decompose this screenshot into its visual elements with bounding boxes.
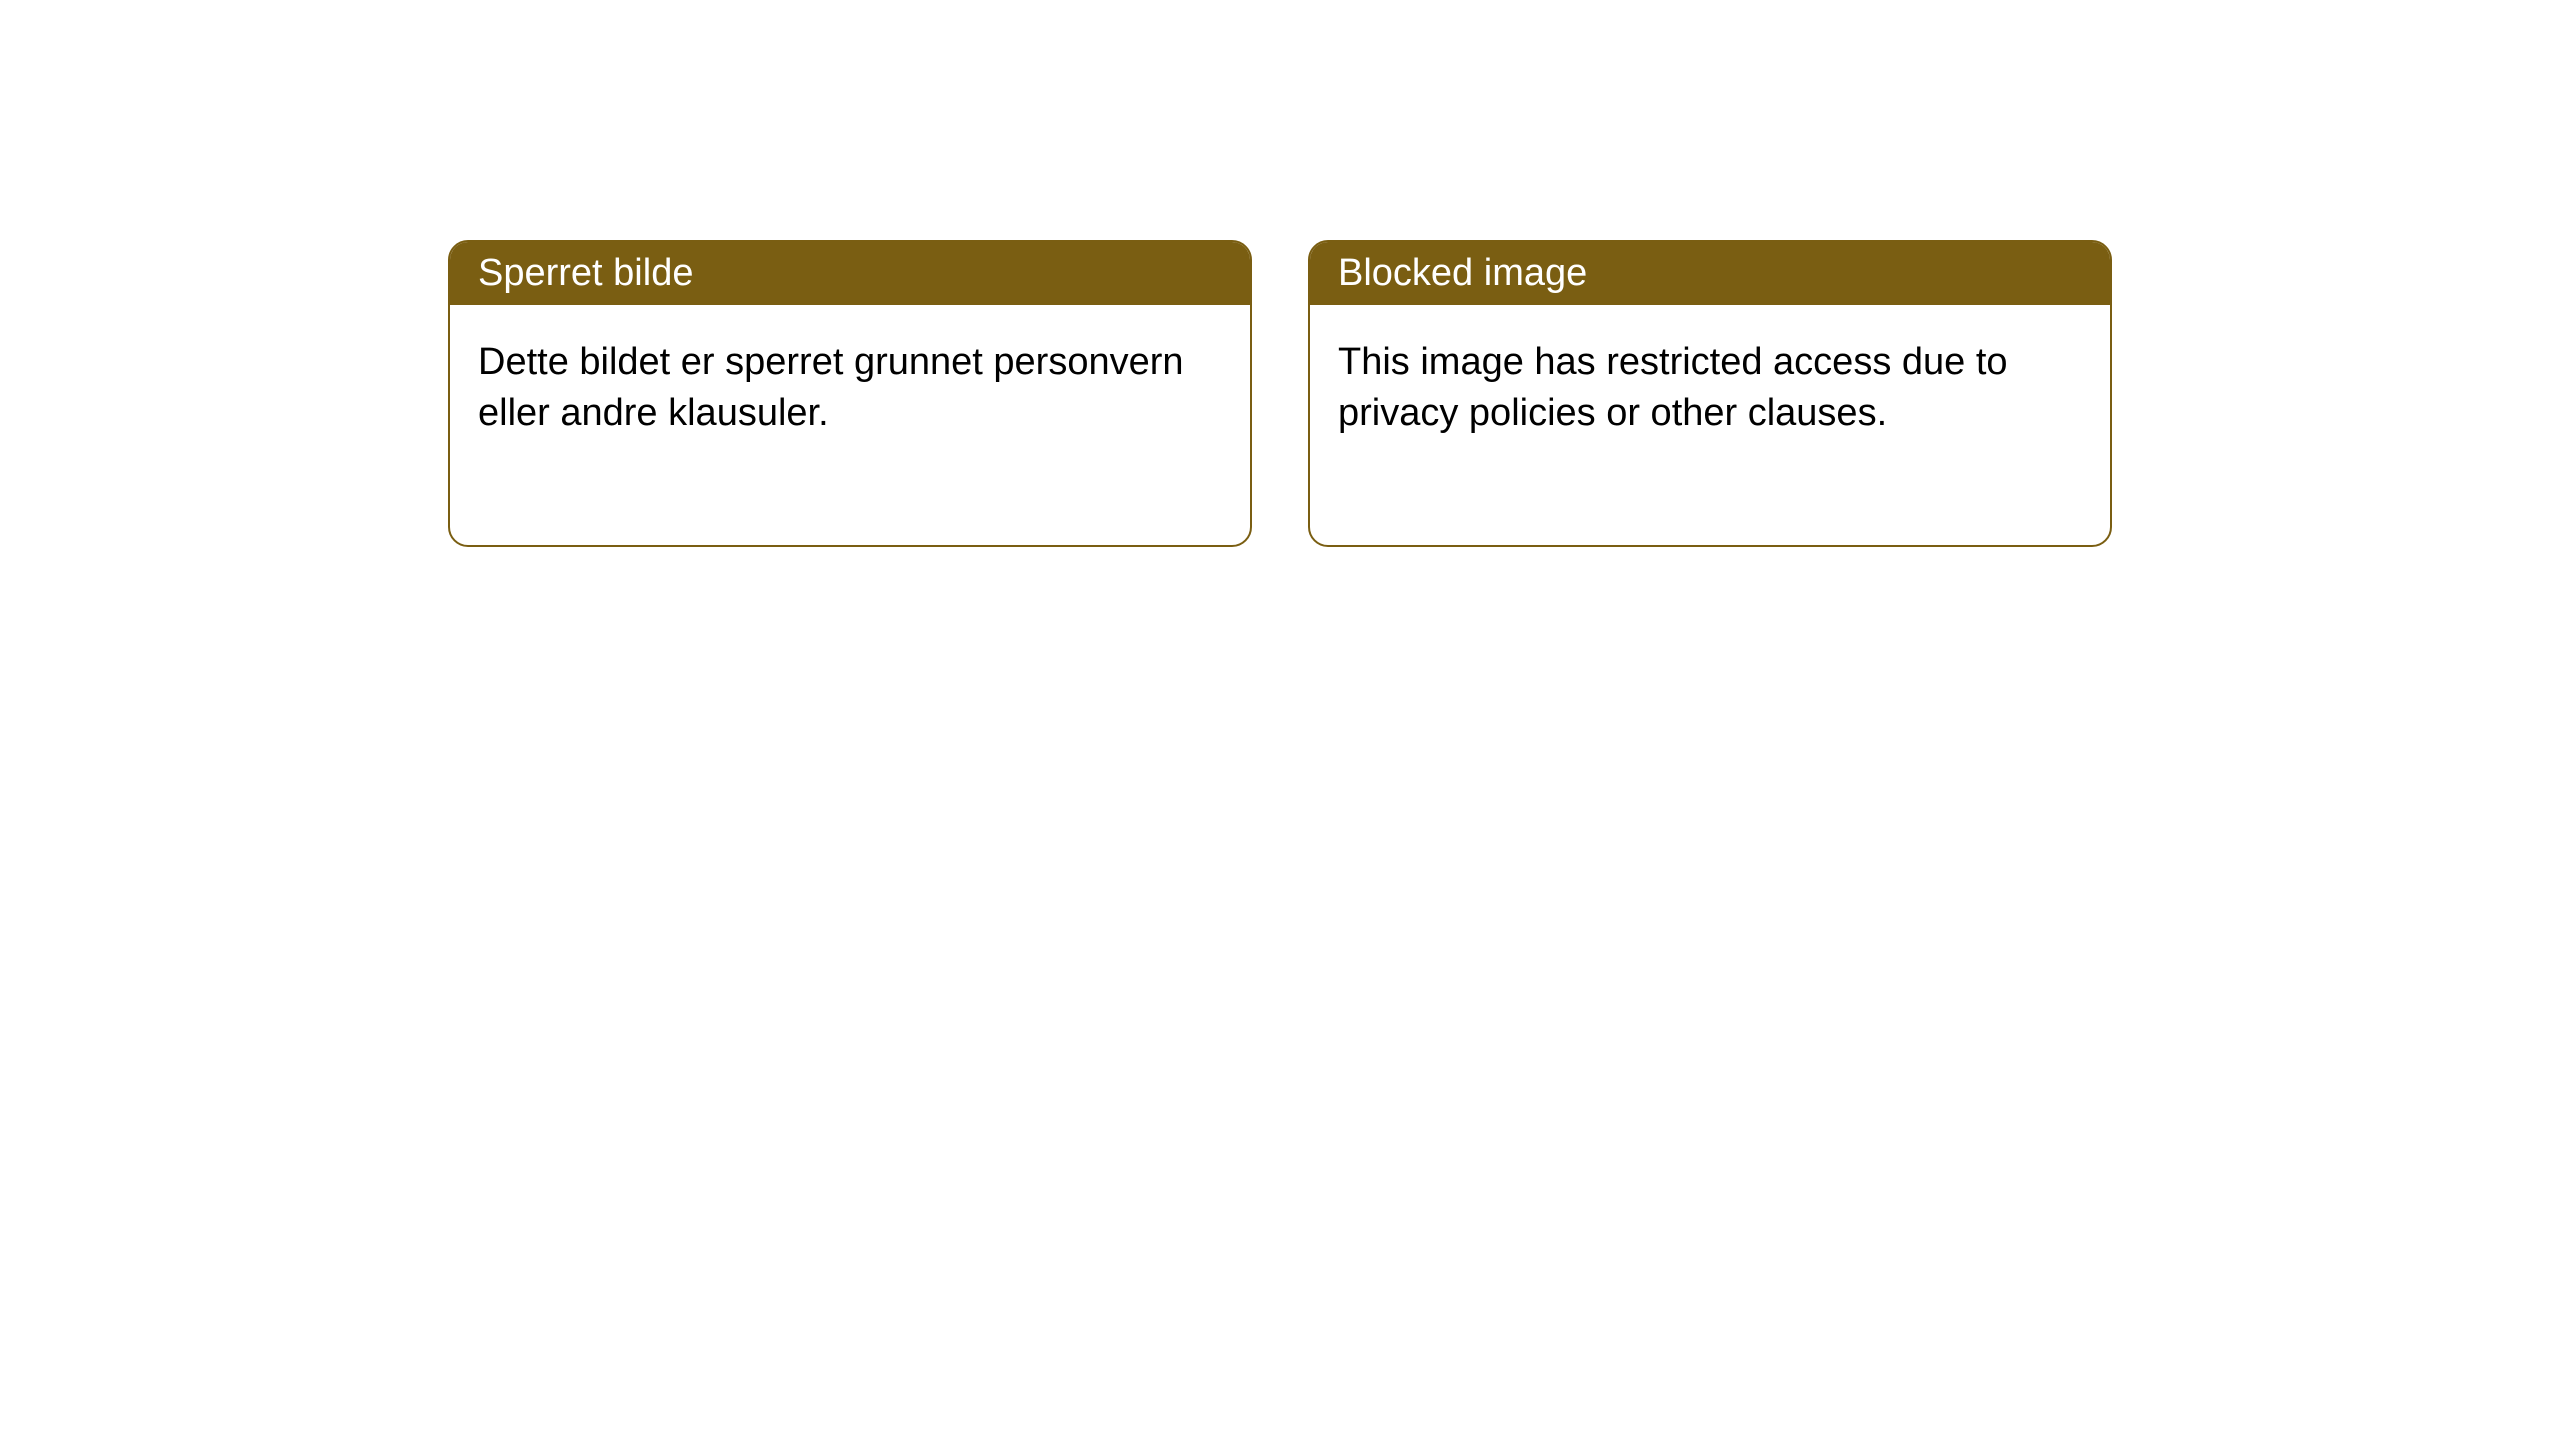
notice-body: Dette bildet er sperret grunnet personve… [450,305,1250,545]
notice-text: Dette bildet er sperret grunnet personve… [478,341,1184,434]
notice-card-norwegian: Sperret bilde Dette bildet er sperret gr… [448,240,1252,547]
notice-header: Sperret bilde [450,242,1250,305]
notice-card-english: Blocked image This image has restricted … [1308,240,2112,547]
notice-body: This image has restricted access due to … [1310,305,2110,545]
notice-container: Sperret bilde Dette bildet er sperret gr… [0,0,2560,547]
notice-text: This image has restricted access due to … [1338,341,2008,434]
notice-header: Blocked image [1310,242,2110,305]
notice-title: Blocked image [1338,252,1587,294]
notice-title: Sperret bilde [478,252,693,294]
